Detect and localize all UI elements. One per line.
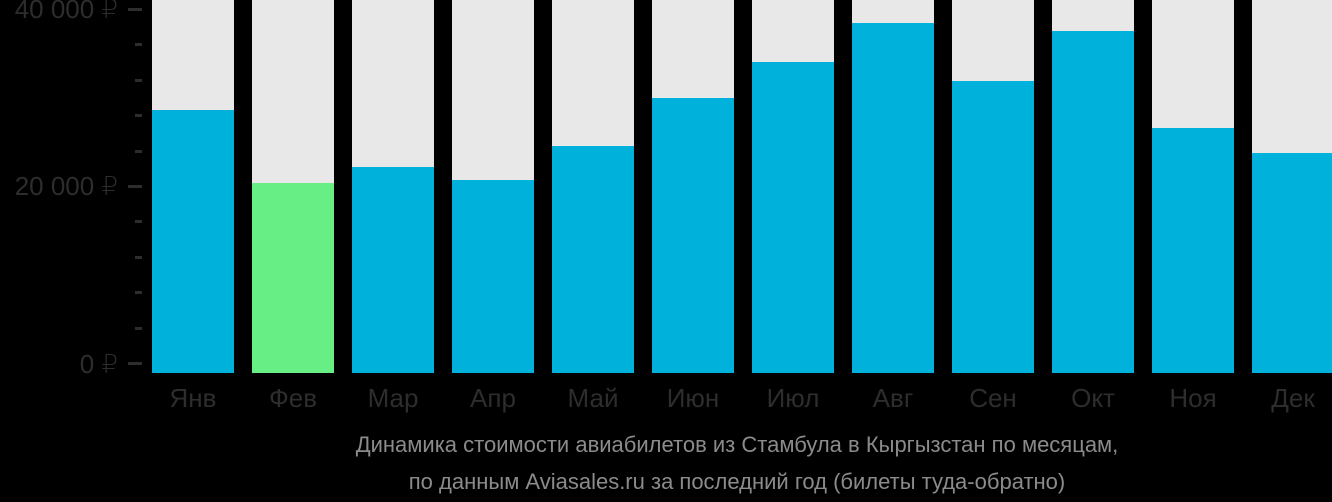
bar-column-Окт[interactable] [1052, 0, 1134, 373]
bar-column-Июн[interactable] [652, 0, 734, 373]
chart-title-line1: Динамика стоимости авиабилетов из Стамбу… [355, 432, 1119, 457]
y-axis-major-tick [128, 184, 142, 188]
y-axis-minor-tick [135, 326, 142, 330]
month-label-Мар: Мар [367, 383, 419, 413]
bar-fill[interactable] [452, 180, 534, 373]
y-axis-tick-label: 20 000 ₽ [14, 171, 118, 202]
month-label-Авг: Авг [872, 383, 914, 413]
y-axis-minor-tick [135, 255, 142, 259]
y-axis-major-tick [128, 362, 142, 365]
month-label-Янв: Янв [169, 383, 217, 413]
month-label-Май: Май [567, 383, 619, 413]
y-axis-minor-tick [135, 43, 142, 47]
y-axis-minor-tick [135, 78, 142, 82]
bar-fill[interactable] [252, 182, 334, 373]
bar-column-Июл[interactable] [752, 0, 834, 373]
bar-column-Сен[interactable] [952, 0, 1034, 373]
bar-column-Май[interactable] [552, 0, 634, 373]
bar-fill[interactable] [352, 166, 434, 373]
month-label-Сен: Сен [969, 383, 1017, 413]
bar-fill[interactable] [1252, 152, 1332, 373]
month-label-Дек: Дек [1271, 383, 1315, 413]
bar-fill[interactable] [852, 22, 934, 373]
bar-column-Янв[interactable] [152, 0, 234, 373]
bar-fill[interactable] [952, 81, 1034, 373]
bar-column-Мар[interactable] [352, 0, 434, 373]
bar-fill[interactable] [752, 61, 834, 373]
month-label-Ноя: Ноя [1169, 383, 1217, 413]
month-label-Июн: Июн [666, 383, 720, 413]
bar-column-Ноя[interactable] [1152, 0, 1234, 373]
chart-title: Динамика стоимости авиабилетов из Стамбу… [142, 426, 1332, 500]
y-axis-minor-tick [135, 220, 142, 224]
y-axis-minor-tick [135, 291, 142, 295]
month-label-Фев: Фев [268, 383, 318, 413]
y-axis-minor-tick [135, 114, 142, 118]
month-label-Апр: Апр [470, 383, 516, 413]
bar-fill[interactable] [152, 110, 234, 373]
bar-column-Дек[interactable] [1252, 0, 1332, 373]
y-axis-minor-tick [135, 149, 142, 153]
bar-fill[interactable] [652, 97, 734, 373]
month-label-Июл: Июл [766, 383, 820, 413]
y-axis-major-tick [128, 7, 142, 11]
bar-column-Фев[interactable] [252, 0, 334, 373]
bar-column-Апр[interactable] [452, 0, 534, 373]
y-axis-tick-label: 0 ₽ [79, 348, 118, 379]
bar-fill[interactable] [1152, 128, 1234, 373]
bar-fill[interactable] [1052, 30, 1134, 373]
month-label-Окт: Окт [1071, 383, 1115, 413]
bar-column-Авг[interactable] [852, 0, 934, 373]
y-axis-tick-label: 40 000 ₽ [14, 0, 118, 25]
chart-title-line2: по данным Aviasales.ru за последний год … [408, 469, 1066, 494]
bar-fill[interactable] [552, 145, 634, 373]
